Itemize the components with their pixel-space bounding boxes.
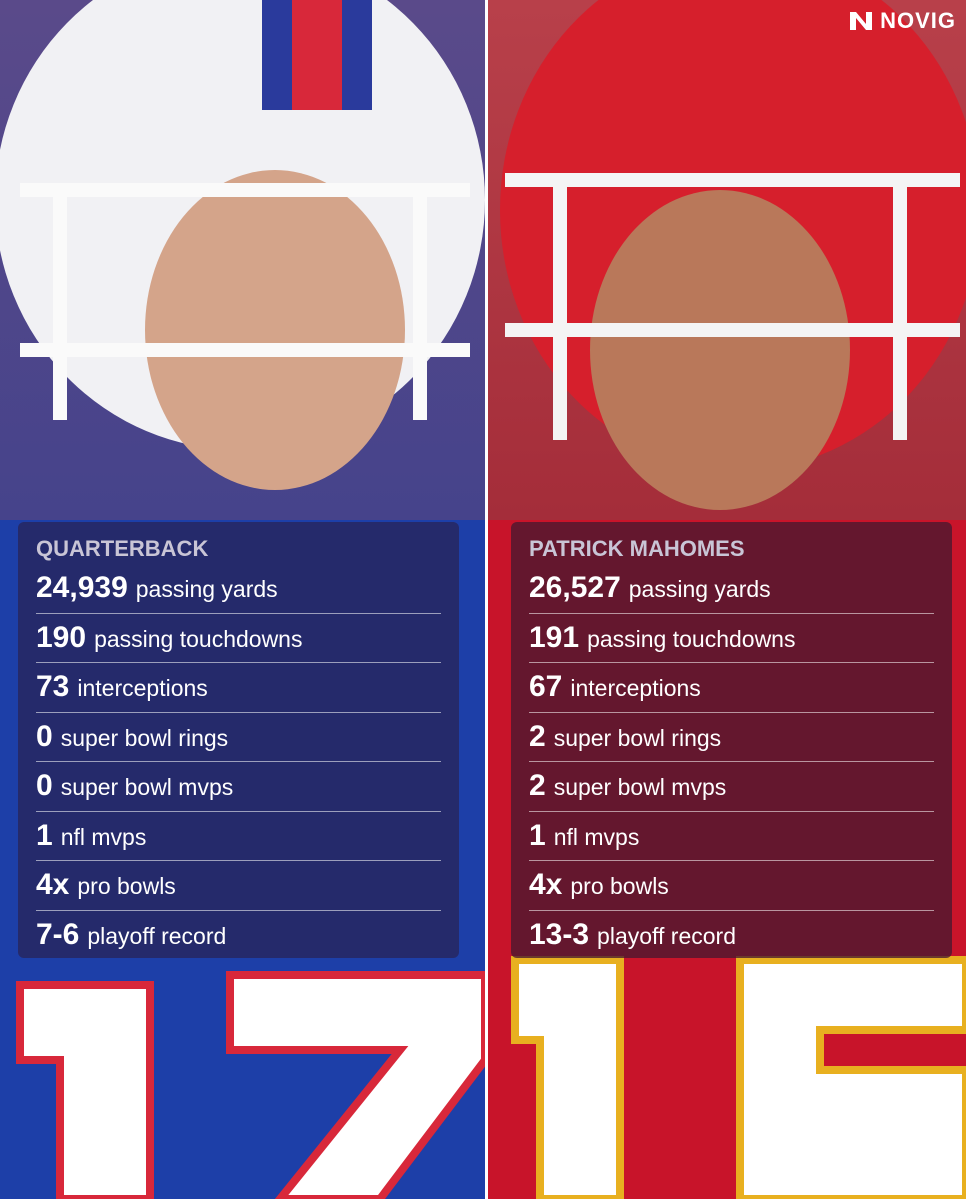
- left-facemask: [20, 183, 470, 420]
- stat-value: 7-6: [36, 917, 80, 951]
- stat-label: super bowl rings: [553, 724, 722, 751]
- stat-label: playoff record: [87, 922, 227, 949]
- left-number-1: [16, 981, 154, 1199]
- stat-row: 0 super bowl mvps: [36, 762, 441, 812]
- stat-row: 24,939 passing yards: [36, 564, 441, 614]
- stat-label: pro bowls: [77, 873, 176, 899]
- stat-label: super bowl mvps: [60, 774, 234, 800]
- panel-heading: PATRICK MAHOMES: [529, 536, 745, 561]
- stat-label: interceptions: [570, 675, 701, 701]
- stat-row: 2 super bowl mvps: [529, 762, 934, 812]
- stat-value: 67: [529, 670, 563, 703]
- stat-row: 191 passing touchdowns: [529, 614, 934, 663]
- divider: [485, 0, 488, 1199]
- stat-box: PATRICK MAHOMES 26,527 passing yards 191 pas…: [511, 522, 952, 958]
- left-helmet-stripe-red: [292, 0, 342, 110]
- stat-row: 0 super bowl rings: [36, 713, 441, 762]
- stat-row: 26,527 passing yards: [529, 564, 934, 614]
- stat-row: 190 passing touchdowns: [36, 614, 441, 663]
- panel-heading: QUARTERBACK: [36, 536, 209, 561]
- right-number-5: [736, 956, 966, 1199]
- stat-value: 26,527: [529, 571, 621, 604]
- stat-row: 13-3 playoff record: [529, 911, 934, 960]
- stat-label: super bowl rings: [60, 724, 229, 751]
- brand-logo: [850, 12, 873, 30]
- stat-row: 4x pro bowls: [529, 861, 934, 911]
- stat-value: 190: [36, 620, 87, 654]
- stat-value: 24,939: [36, 571, 128, 604]
- stat-row: 2 super bowl rings: [529, 713, 934, 762]
- stat-label: passing yards: [135, 576, 278, 602]
- right-number-1: [511, 956, 624, 1199]
- right-facemask: [505, 173, 960, 440]
- brand: NOVIG: [848, 8, 956, 34]
- stat-row: 67 interceptions: [529, 663, 934, 713]
- stat-row: 73 interceptions: [36, 663, 441, 713]
- stat-row: 1 nfl mvps: [529, 812, 934, 861]
- stat-label: passing touchdowns: [587, 625, 796, 652]
- stat-value: 191: [529, 620, 580, 654]
- stat-label: nfl mvps: [60, 823, 147, 850]
- stat-row: 4x pro bowls: [36, 861, 441, 911]
- stat-value: 0: [36, 769, 53, 802]
- stat-value: 2: [529, 769, 546, 802]
- stat-label: interceptions: [77, 675, 208, 701]
- left-face: [145, 170, 405, 490]
- stat-value: 73: [36, 670, 70, 703]
- stat-row: 1 nfl mvps: [36, 812, 441, 861]
- stat-row: 7-6 playoff record: [36, 911, 441, 960]
- stat-label: super bowl mvps: [553, 774, 727, 800]
- brand-name: NOVIG: [880, 8, 956, 33]
- stat-value: 4x: [36, 868, 70, 901]
- stat-value: 1: [529, 818, 546, 852]
- stat-label: nfl mvps: [553, 823, 640, 850]
- stat-label: passing touchdowns: [94, 625, 303, 652]
- stat-label: playoff record: [597, 922, 736, 949]
- stat-box: QUARTERBACK 24,939 passing yards 190 passing…: [18, 522, 459, 958]
- right-face: [590, 190, 850, 510]
- stat-value: 13-3: [529, 917, 590, 951]
- stat-label: passing yards: [628, 576, 771, 602]
- stat-value: 1: [36, 818, 53, 852]
- stat-value: 2: [529, 719, 546, 753]
- stat-value: 4x: [529, 868, 563, 901]
- stat-value: 0: [36, 719, 53, 753]
- stat-label: pro bowls: [570, 873, 669, 899]
